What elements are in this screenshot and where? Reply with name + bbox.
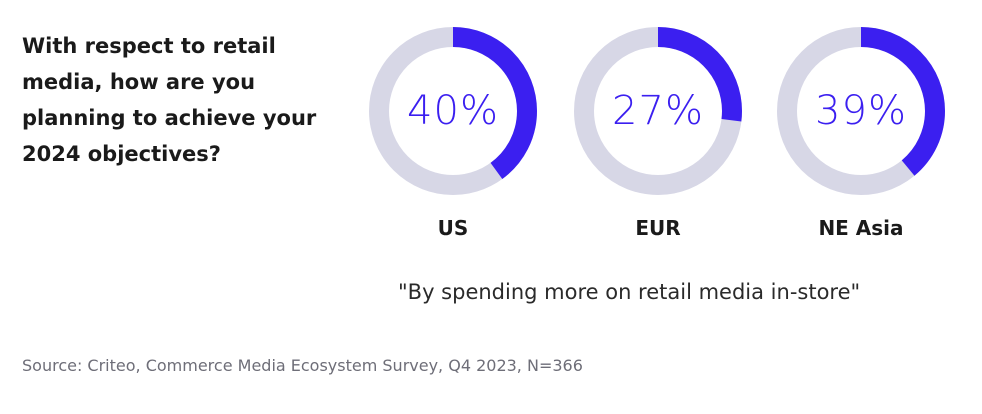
chart-question: With respect to retail media, how are yo… [22, 34, 317, 166]
donut-eur: 27% EUR [573, 26, 743, 246]
donut-ne-asia: 39% NE Asia [776, 26, 946, 246]
source-note: Source: Criteo, Commerce Media Ecosystem… [22, 356, 583, 375]
donut-value-label-ne-asia: 39% [815, 88, 907, 134]
donut-region-label-eur: EUR [635, 216, 681, 240]
donut-region-label-us: US [437, 216, 469, 240]
chart-note: "By spending more on retail media in-sto… [398, 280, 861, 304]
donut-svg-eur [574, 27, 742, 195]
donut-svg-us [369, 27, 537, 195]
donut-slice-us [369, 27, 537, 195]
donut-region-label-ne-asia: NE Asia [818, 216, 904, 240]
donut-value-label-us: 40% [407, 88, 499, 134]
donut-svg-ne-asia [777, 27, 945, 195]
donut-slice-eur [574, 27, 742, 195]
donut-us: 40% US [368, 26, 538, 246]
donut-slice-ne-asia [777, 27, 945, 195]
donut-value-label-eur: 27% [612, 88, 704, 134]
